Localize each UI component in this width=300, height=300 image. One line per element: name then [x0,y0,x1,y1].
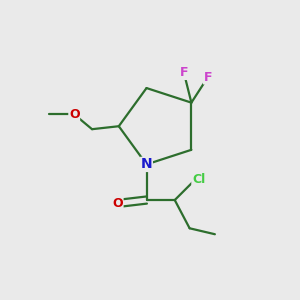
Text: F: F [203,71,212,84]
Text: O: O [69,108,80,121]
Text: N: N [141,158,152,171]
Text: Cl: Cl [192,173,205,186]
Text: O: O [112,196,123,209]
Text: F: F [180,66,188,80]
